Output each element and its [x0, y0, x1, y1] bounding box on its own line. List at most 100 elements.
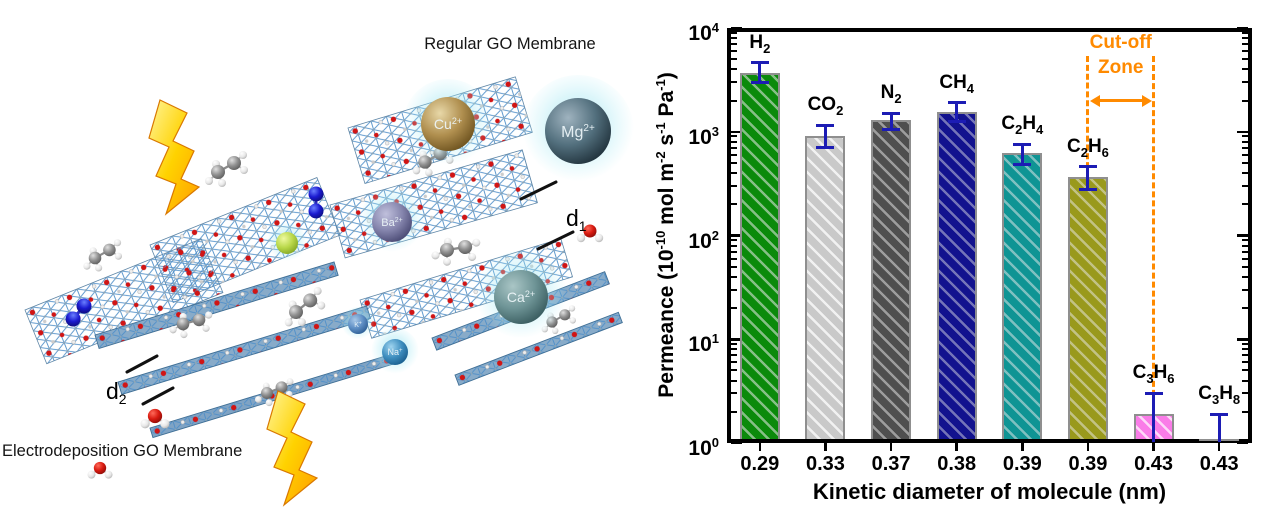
y-minor-tick-right	[1242, 379, 1248, 382]
y-minor-tick-right	[1242, 68, 1248, 71]
y-minor-tick	[731, 153, 737, 156]
ion-k: K+	[341, 307, 375, 341]
cutoff-dashed-line-left	[1086, 56, 1090, 177]
ion-mg: Mg2+	[522, 75, 634, 187]
error-cap-bottom	[1013, 163, 1032, 167]
ion-na: Na+	[371, 328, 419, 376]
ba-ion-label: Ba2+	[381, 217, 402, 229]
error-cap-bottom	[882, 128, 901, 132]
bar-H2	[739, 72, 780, 439]
y-minor-tick	[731, 172, 737, 175]
y-minor-tick	[731, 203, 737, 206]
y-tick-label: 101	[688, 331, 719, 357]
y-minor-tick	[731, 184, 737, 187]
k-ion-sphere	[348, 314, 368, 334]
y-minor-tick	[731, 348, 737, 351]
y-minor-tick	[731, 379, 737, 382]
y-minor-tick-right	[1242, 146, 1248, 149]
gas-label-C2H4: C2H4	[1001, 113, 1044, 137]
y-minor-tick-right	[1242, 250, 1248, 253]
y-minor-tick-right	[1242, 161, 1248, 164]
x-tick-label: 0.37	[871, 453, 911, 475]
x-tick-label: 0.29	[740, 453, 780, 475]
y-minor-tick-right	[1242, 275, 1248, 278]
y-minor-tick-right	[1242, 43, 1248, 46]
d1-marker	[519, 180, 575, 251]
y-minor-tick-right	[1242, 50, 1248, 53]
y-minor-tick	[731, 140, 737, 143]
go-membrane-scene: Cu2+ Mg2+ Ba2+ Ca2+ K+ Na+	[2, 35, 634, 506]
mg-ion-label: Mg2+	[561, 123, 595, 141]
y-minor-tick	[731, 410, 737, 413]
cu-ion-sphere	[421, 97, 475, 151]
y-minor-tick-right	[1242, 410, 1248, 413]
y-minor-tick	[731, 250, 737, 253]
y-major-tick-right	[1237, 130, 1248, 133]
x-tick	[1021, 443, 1024, 451]
y-minor-tick-right	[1242, 31, 1248, 34]
y-minor-tick	[731, 81, 737, 84]
y-minor-tick	[731, 265, 737, 268]
error-bar-CH4	[955, 102, 959, 122]
y-minor-tick	[731, 135, 737, 138]
y-minor-tick-right	[1242, 153, 1248, 156]
membrane-illustration-panel: Cu2+ Mg2+ Ba2+ Ca2+ K+ Na+	[2, 35, 634, 506]
y-minor-tick-right	[1242, 184, 1248, 187]
y-minor-tick	[731, 239, 737, 242]
error-cap-top	[1078, 165, 1097, 169]
y-major-tick-right	[1237, 234, 1248, 237]
x-tick-label: 0.38	[937, 453, 977, 475]
y-minor-tick	[731, 342, 737, 345]
error-cap-top	[816, 123, 835, 127]
y-minor-tick	[731, 392, 737, 395]
y-minor-tick-right	[1242, 361, 1248, 364]
water-molecule	[86, 460, 114, 480]
y-major-tick-right	[1237, 338, 1248, 341]
error-cap-top	[947, 101, 966, 105]
y-major-tick	[731, 234, 742, 237]
gas-label-H2: H2	[749, 31, 771, 56]
bar-N2	[871, 119, 912, 439]
y-minor-tick-right	[1242, 239, 1248, 242]
d2-marker	[125, 354, 175, 406]
error-bar-C3H6	[1152, 393, 1156, 442]
x-tick	[889, 443, 893, 451]
y-minor-tick-right	[1242, 203, 1248, 206]
ion-ca: Ca2+	[475, 251, 567, 343]
y-minor-tick-right	[1242, 99, 1248, 102]
x-tick-label: 0.39	[1002, 453, 1042, 475]
y-minor-tick-right	[1242, 288, 1248, 291]
cutoff-arrowhead-right	[1141, 94, 1152, 107]
bar-CO2	[805, 136, 846, 439]
ca-ion-sphere	[494, 270, 548, 324]
y-minor-tick	[731, 99, 737, 102]
error-cap-top	[882, 111, 901, 115]
y-major-tick-right	[1237, 441, 1248, 445]
y-minor-tick-right	[1242, 307, 1248, 310]
y-major-tick	[731, 130, 742, 133]
y-minor-tick-right	[1242, 354, 1248, 357]
y-tick-label: 100	[688, 435, 719, 460]
error-cap-bottom	[1078, 187, 1097, 191]
cu-ion-label: Cu2+	[434, 116, 462, 132]
y-minor-tick	[731, 257, 737, 260]
solvated-ion-green	[267, 223, 307, 263]
mg-ion-sphere	[545, 98, 611, 164]
bar-CH4	[936, 112, 977, 439]
error-bar-C2H6	[1086, 166, 1090, 190]
gas-label-C2H6: C2H6	[1066, 135, 1109, 160]
y-minor-tick-right	[1242, 342, 1248, 345]
na-ion-sphere	[382, 339, 408, 365]
x-tick	[824, 443, 827, 451]
y-minor-tick-right	[1242, 140, 1248, 143]
y-minor-tick	[731, 31, 737, 34]
gas-label-C3H8: C3H8	[1198, 383, 1241, 407]
error-cap-top	[1144, 391, 1163, 395]
plot-frame	[727, 28, 1252, 443]
ca-ion-label: Ca2+	[507, 289, 535, 305]
y-minor-tick-right	[1242, 135, 1248, 138]
y-minor-tick-right	[1242, 392, 1248, 395]
water-molecule	[139, 407, 171, 430]
y-minor-tick	[731, 361, 737, 364]
permeance-chart: Permeance (10-10 mol m-2 s-1 Pa-1) Kinet…	[640, 0, 1269, 519]
